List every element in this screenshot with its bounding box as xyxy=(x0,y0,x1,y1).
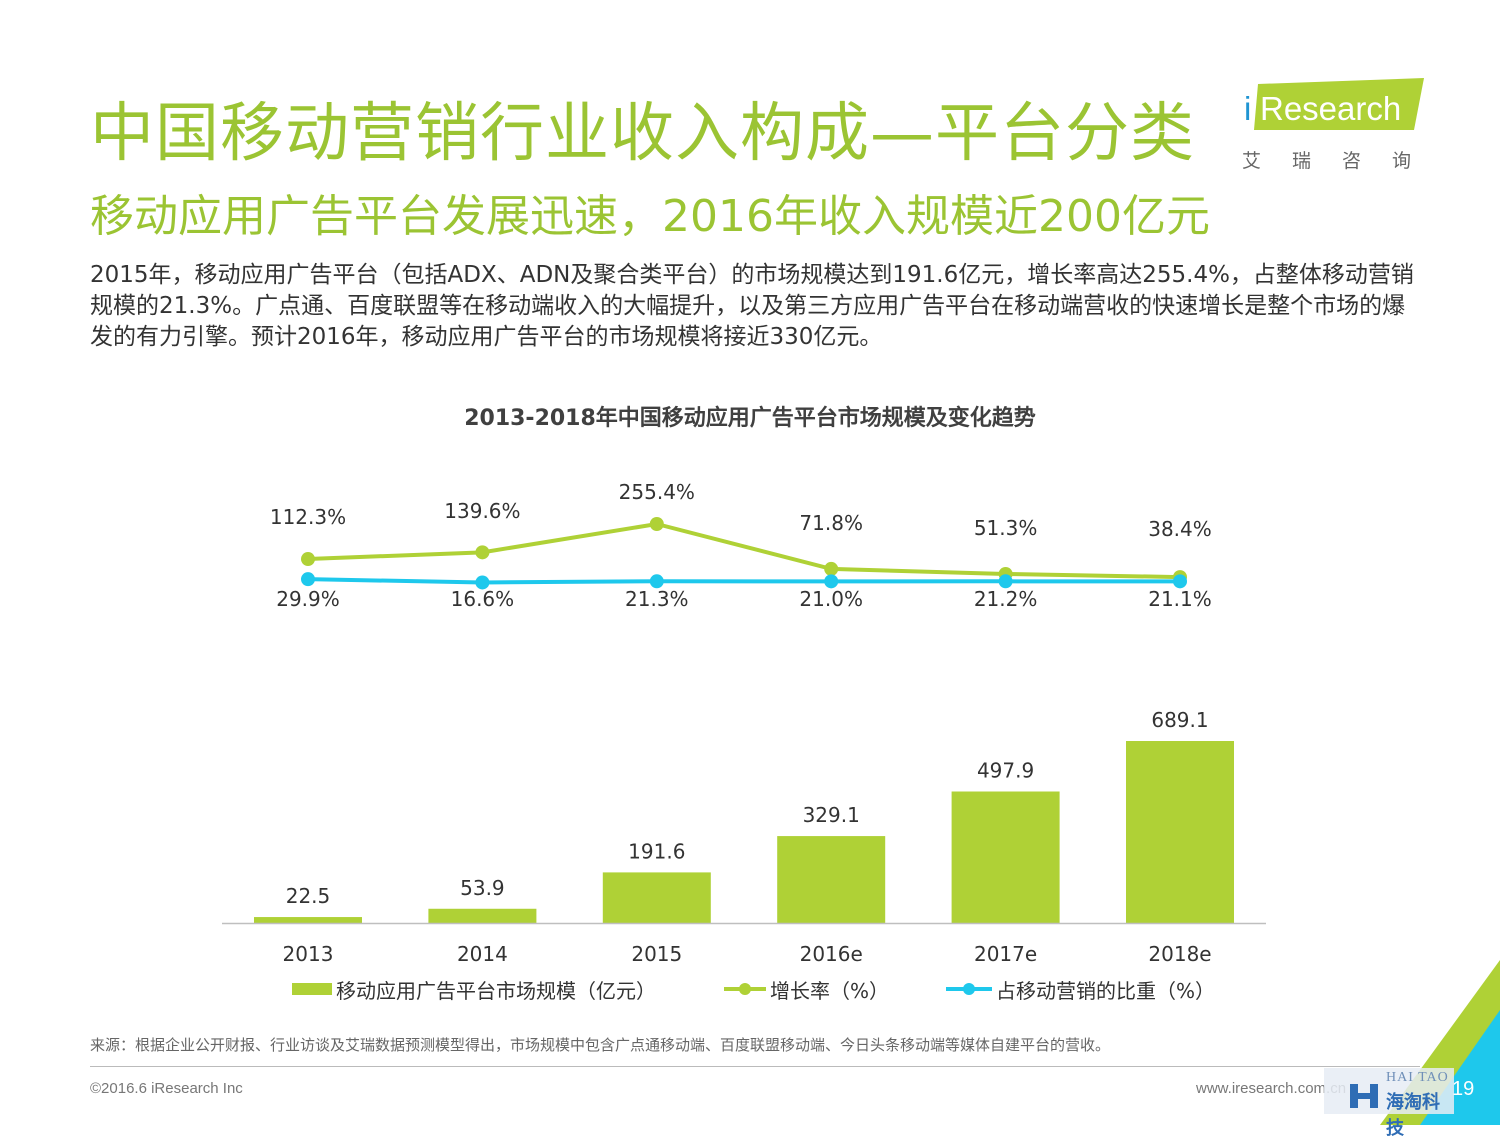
growth-point-2013 xyxy=(301,552,315,567)
share-label-2017e: 21.2% xyxy=(974,587,1038,611)
bar-label-2018e: 689.1 xyxy=(1151,708,1208,732)
share-point-2017e xyxy=(998,574,1013,589)
logo-wordmark: i Research xyxy=(1238,78,1428,138)
x-tick-2016e: 2016e xyxy=(800,942,863,966)
growth-label-2015: 255.4% xyxy=(619,480,695,504)
x-tick-2013: 2013 xyxy=(283,942,334,966)
bar-2015 xyxy=(602,872,711,923)
bar-label-2014: 53.9 xyxy=(460,876,505,900)
share-label-2014: 16.6% xyxy=(451,587,515,611)
share-line xyxy=(307,577,1181,585)
description-paragraph: 2015年，移动应用广告平台（包括ADX、ADN及聚合类平台）的市场规模达到19… xyxy=(90,262,1414,350)
logo-chinese: 艾瑞咨询 xyxy=(1242,150,1443,172)
page-subtitle: 移动应用广告平台发展迅速，2016年收入规模近200亿元 xyxy=(90,191,1210,242)
logo-banner-shape xyxy=(1254,78,1424,130)
bar-2013 xyxy=(254,917,362,923)
x-tick-2015: 2015 xyxy=(631,942,682,966)
logo-i: i xyxy=(1244,90,1252,127)
share-point-2015 xyxy=(649,574,664,589)
iresearch-logo: i Research 艾瑞咨询 xyxy=(1238,78,1428,173)
bar-label-2017e: 497.9 xyxy=(977,758,1034,782)
share-label-2016e: 21.0% xyxy=(799,587,863,611)
growth-label-2013: 112.3% xyxy=(270,505,346,529)
logo-text: Research xyxy=(1260,90,1402,127)
legend-label-growth: 增长率（%） xyxy=(770,979,890,1003)
bar-2018e xyxy=(1126,741,1234,923)
growth-point-2016e xyxy=(824,561,839,576)
share-point-2018e xyxy=(1173,574,1187,589)
growth-point-2015 xyxy=(649,517,664,531)
share-point-2013 xyxy=(301,572,315,587)
x-tick-2018e: 2018e xyxy=(1148,942,1211,966)
legend-label-share: 占移动营销的比重（%） xyxy=(996,979,1216,1003)
growth-label-2014: 139.6% xyxy=(444,499,520,523)
growth-label-2018e: 38.4% xyxy=(1148,517,1212,541)
legend-label-market-size: 移动应用广告平台市场规模（亿元） xyxy=(336,979,656,1003)
watermark-en: HAI TAO xyxy=(1386,1070,1449,1085)
bar-label-2016e: 329.1 xyxy=(803,803,860,827)
legend-swatch-share-line xyxy=(946,983,992,995)
bar-2016e xyxy=(777,836,886,923)
bar-2014 xyxy=(428,908,537,923)
chart-title: 2013-2018年中国移动应用广告平台市场规模及变化趋势 xyxy=(464,406,1036,431)
growth-label-2017e: 51.3% xyxy=(974,516,1038,540)
watermark: HAI TAO 海淘科技 xyxy=(1324,1068,1454,1139)
copyright: ©2016.6 iResearch Inc xyxy=(90,1080,243,1097)
growth-point-2014 xyxy=(475,545,490,560)
bar-label-2015: 191.6 xyxy=(628,839,685,863)
bar-2017e xyxy=(951,791,1060,923)
watermark-cn: 海淘科技 xyxy=(1386,1092,1440,1139)
share-label-2015: 21.3% xyxy=(625,587,689,611)
share-point-2014 xyxy=(475,575,490,590)
page-title: 中国移动营销行业收入构成—平台分类 xyxy=(90,97,1195,171)
watermark-h-icon xyxy=(1350,1084,1378,1108)
footer-divider xyxy=(90,1066,1420,1067)
growth-line xyxy=(307,521,1181,580)
share-label-2018e: 21.1% xyxy=(1148,587,1212,611)
source-note: 来源：根据企业公开财报、行业访谈及艾瑞数据预测模型得出，市场规模中包含广点通移动… xyxy=(90,1036,1111,1054)
legend-swatch-growth-line xyxy=(724,983,766,995)
website-link[interactable]: www.iresearch.com.cn xyxy=(1196,1080,1347,1097)
x-tick-2014: 2014 xyxy=(457,942,508,966)
legend-swatch-bar xyxy=(292,983,332,995)
share-label-2013: 29.9% xyxy=(276,587,340,611)
share-point-2016e xyxy=(824,574,839,589)
x-tick-2017e: 2017e xyxy=(974,942,1037,966)
bar-label-2013: 22.5 xyxy=(286,884,331,908)
growth-label-2016e: 71.8% xyxy=(799,511,863,535)
page-number: 19 xyxy=(1452,1078,1475,1100)
